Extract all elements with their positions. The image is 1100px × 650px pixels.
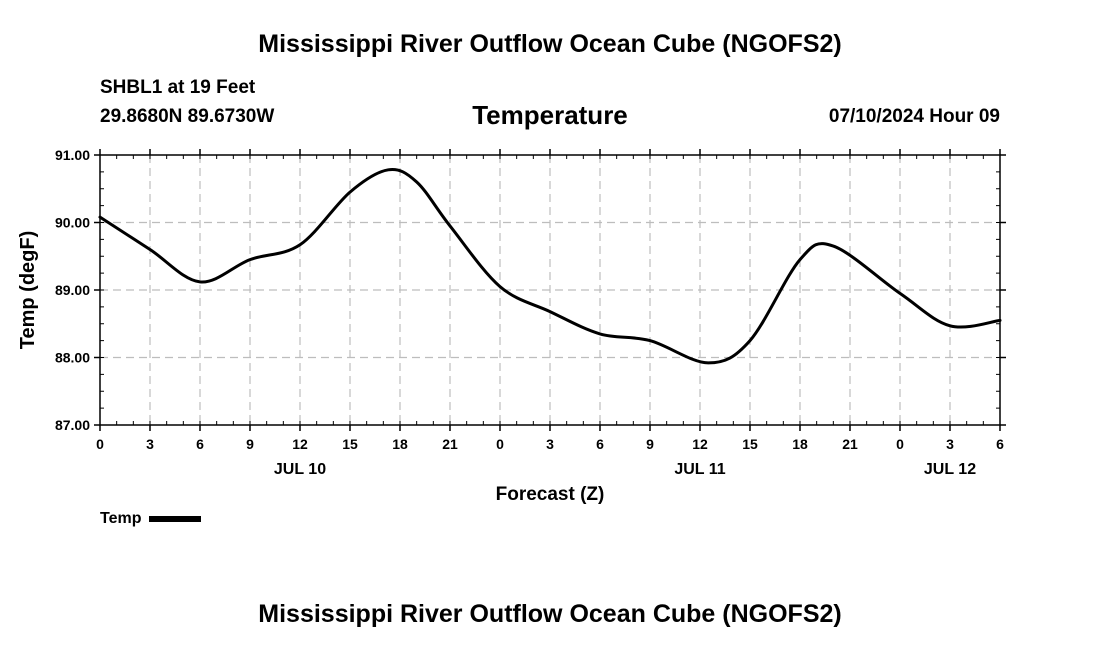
x-tick-label: 3 xyxy=(946,436,954,452)
page-title: Mississippi River Outflow Ocean Cube (NG… xyxy=(258,30,842,58)
y-tick-label: 90.00 xyxy=(55,215,90,231)
x-tick-label: 18 xyxy=(792,436,808,452)
chart-title: Temperature xyxy=(472,100,628,130)
x-tick-label: 3 xyxy=(546,436,554,452)
temp-series-line xyxy=(98,167,1002,365)
footer-title: Mississippi River Outflow Ocean Cube (NG… xyxy=(258,600,842,628)
x-tick-labels: 0 3 6 9 12 15 18 21 0 3 6 9 12 15 18 21 0 3 6 xyxy=(96,436,1004,452)
date-label: JUL 11 xyxy=(674,461,725,478)
station-label: SHBL1 at 19 Feet xyxy=(100,77,256,98)
y-tick-label: 87.00 xyxy=(55,417,90,433)
x-tick-label: 15 xyxy=(742,436,758,452)
x-tick-label: 6 xyxy=(996,436,1004,452)
x-tick-label: 21 xyxy=(442,436,458,452)
date-labels: JUL 10 JUL 11 JUL 12 xyxy=(274,461,976,478)
date-label: JUL 12 xyxy=(924,461,976,478)
coordinates-label: 29.8680N 89.6730W xyxy=(100,106,275,127)
x-tick-label: 6 xyxy=(596,436,604,452)
x-tick-label: 12 xyxy=(692,436,708,452)
axis-ticks xyxy=(94,149,1006,431)
x-tick-label: 0 xyxy=(496,436,504,452)
x-tick-label: 9 xyxy=(246,436,254,452)
x-tick-label: 15 xyxy=(342,436,358,452)
x-tick-label: 21 xyxy=(842,436,858,452)
y-tick-label: 88.00 xyxy=(55,350,90,366)
y-tick-label: 91.00 xyxy=(55,147,90,163)
gridlines xyxy=(100,155,1000,425)
date-label: JUL 10 xyxy=(274,461,326,478)
x-tick-label: 9 xyxy=(646,436,654,452)
y-axis-label: Temp (degF) xyxy=(17,231,39,350)
x-axis-label: Forecast (Z) xyxy=(496,484,605,505)
x-tick-label: 18 xyxy=(392,436,408,452)
legend-label: Temp xyxy=(100,510,142,527)
forecast-timestamp: 07/10/2024 Hour 09 xyxy=(828,106,1000,127)
legend: Temp xyxy=(100,510,202,528)
y-tick-label: 89.00 xyxy=(55,282,90,298)
y-tick-labels: 87.00 88.00 89.00 90.00 91.00 xyxy=(55,147,90,433)
x-tick-label: 0 xyxy=(896,436,904,452)
x-tick-label: 0 xyxy=(96,436,104,452)
legend-line-swatch xyxy=(149,516,202,522)
x-tick-label: 12 xyxy=(292,436,308,452)
x-tick-label: 6 xyxy=(196,436,204,452)
x-tick-label: 3 xyxy=(146,436,154,452)
